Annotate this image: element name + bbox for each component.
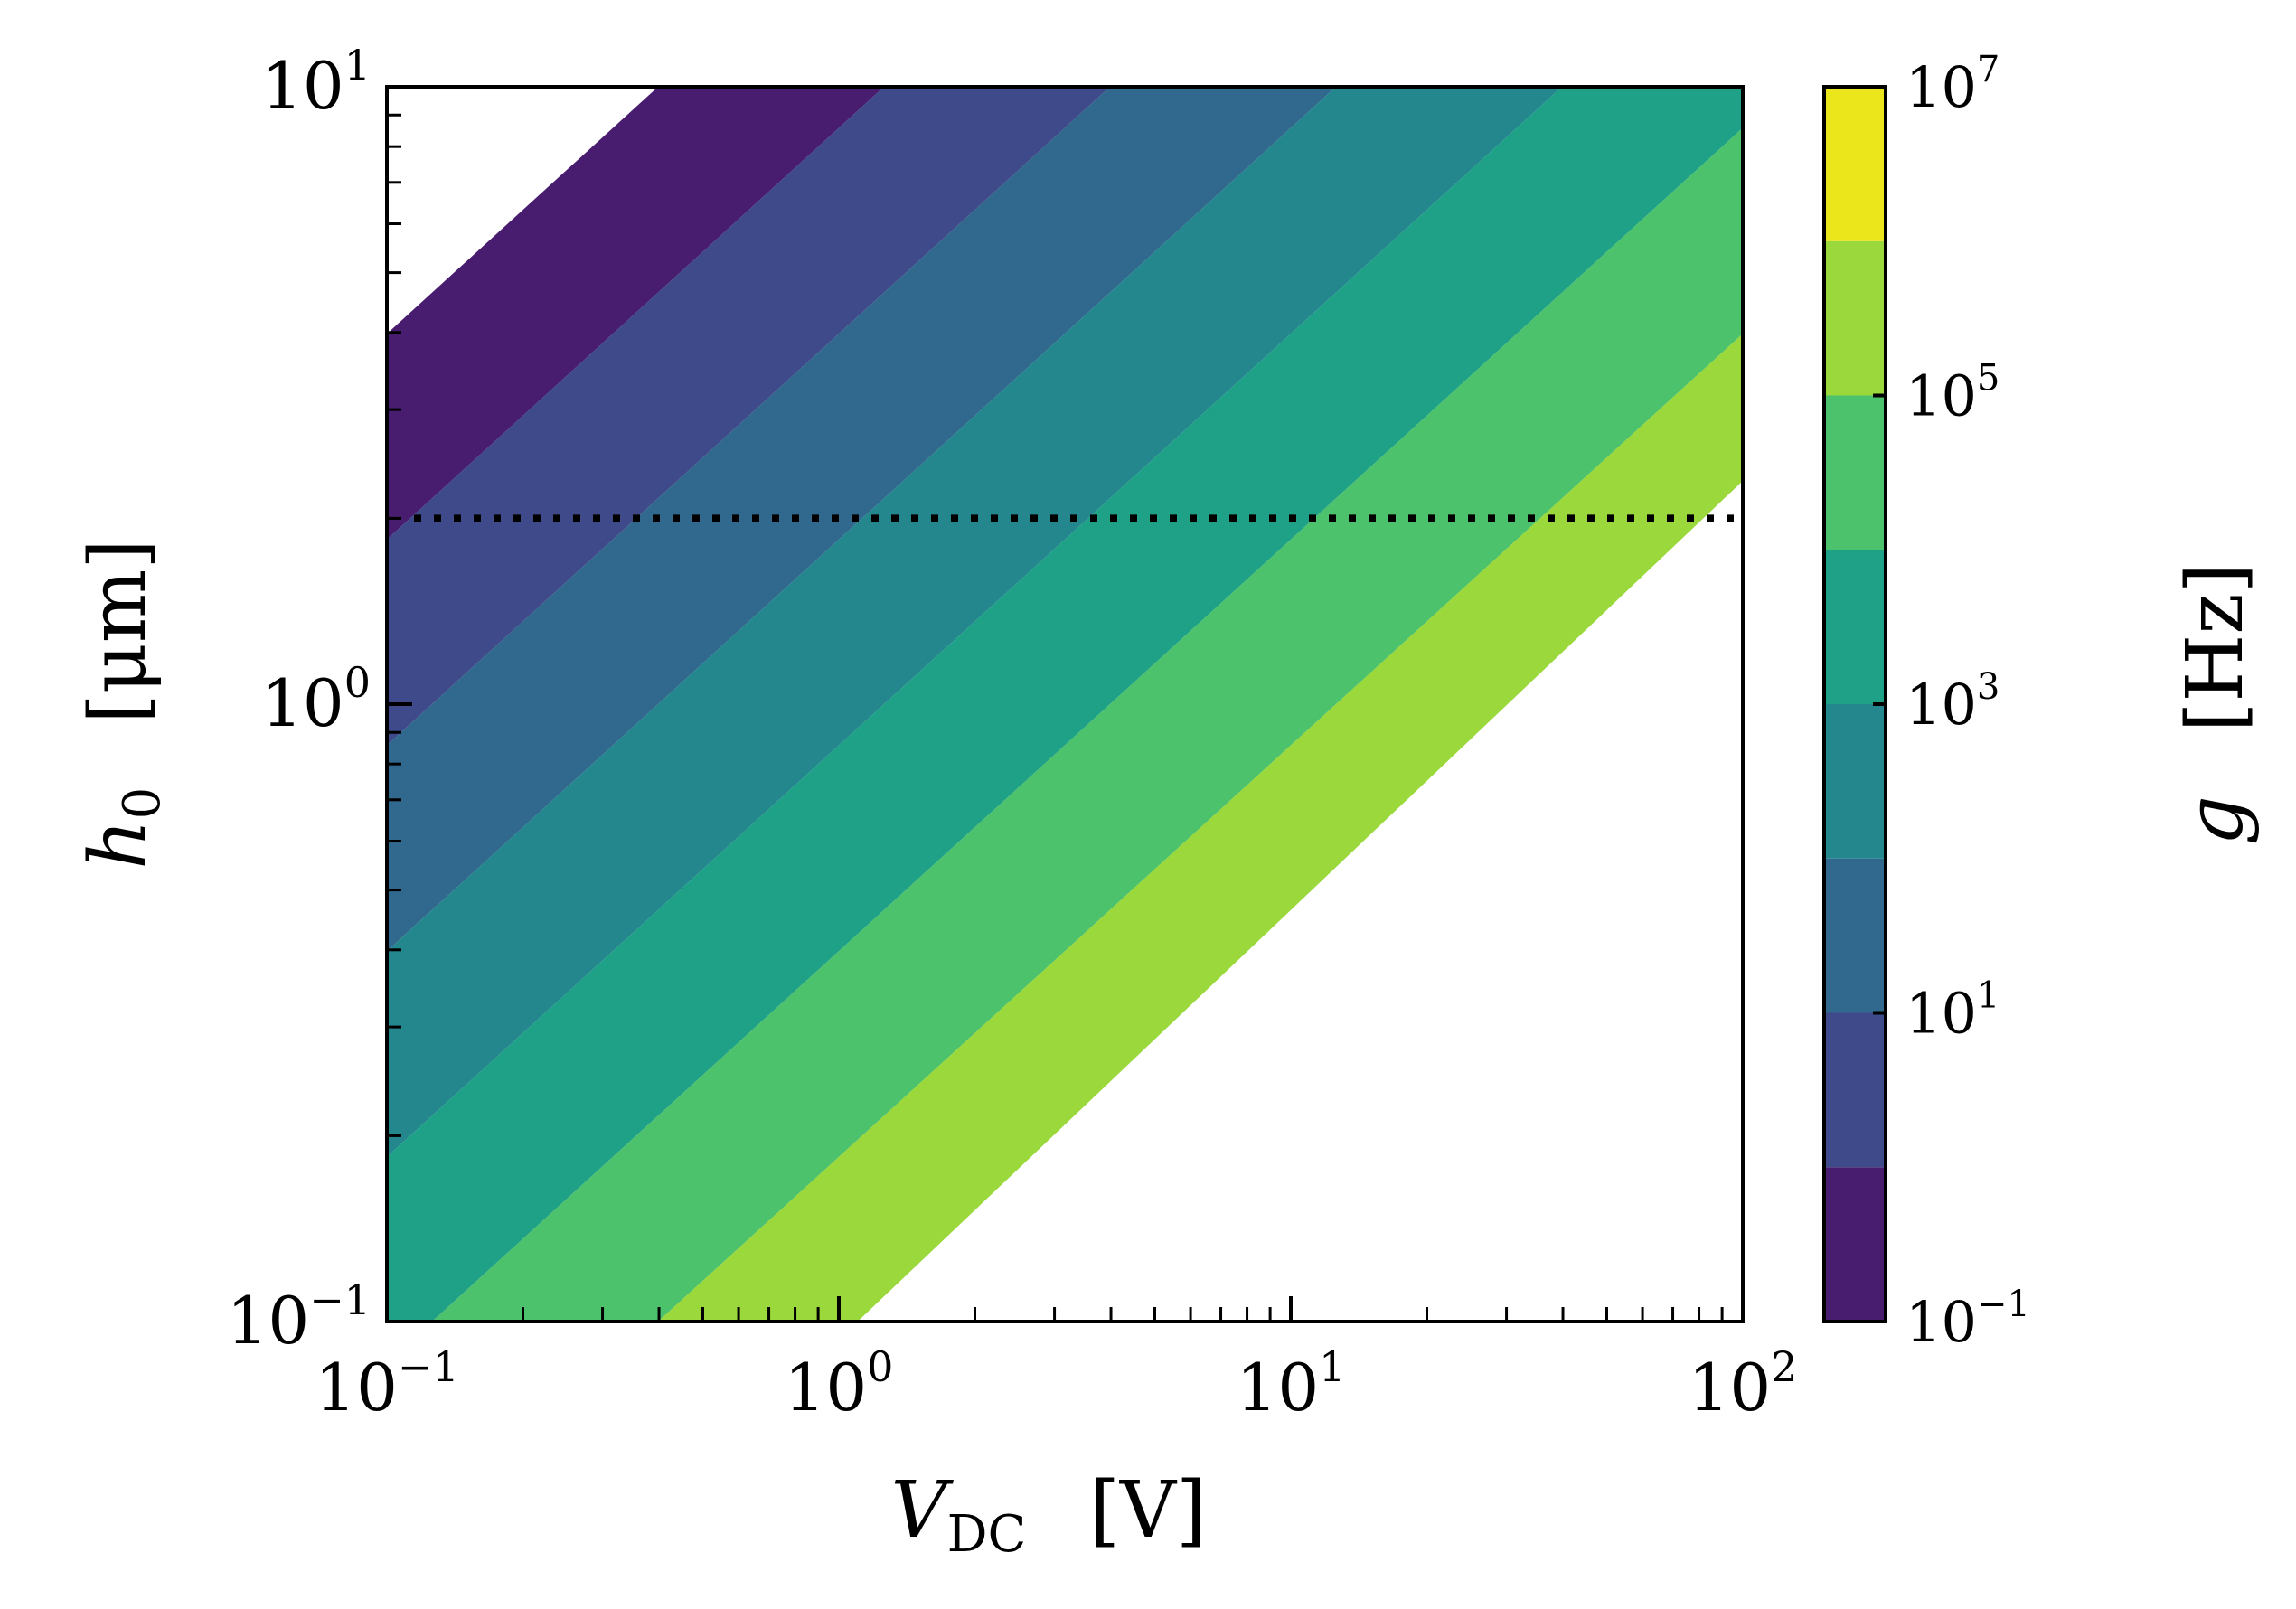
colorbar: 10−1 101 103 105 107 [1822, 49, 2030, 1355]
x-ticks: 10−1 100 101 102 [315, 1296, 1797, 1426]
y-tick-label: 100 [261, 658, 371, 741]
contour-bands [387, 87, 1743, 1322]
colorbar-tick-label: 10−1 [1905, 1284, 2030, 1355]
colorbar-tick-label: 107 [1905, 49, 2000, 120]
contour-band-4 [387, 87, 1743, 1322]
colorbar-band-3 [1824, 704, 1886, 859]
colorbar-band-0 [1824, 1167, 1886, 1322]
colorbar-bands [1824, 87, 1886, 1322]
colorbar-tick-label: 105 [1905, 358, 2000, 429]
colorbar-band-1 [1824, 1012, 1886, 1168]
colorbar-band-4 [1824, 550, 1886, 704]
colorbar-tick-label: 101 [1905, 975, 2000, 1047]
colorbar-band-7 [1824, 87, 1886, 241]
colorbar-band-5 [1824, 395, 1886, 550]
x-tick-label: 101 [1237, 1342, 1346, 1426]
y-tick-label: 10−1 [227, 1275, 371, 1359]
invalid-region [857, 480, 1743, 1322]
colorbar-band-2 [1824, 858, 1886, 1013]
contour-plot-area: 10−1 100 101 102 10−1 100 101 [227, 41, 1798, 1426]
y-axis-label: h0[μm] [73, 539, 172, 870]
colorbar-tick-label: 103 [1905, 666, 2000, 738]
colorbar-band-6 [1824, 240, 1886, 396]
contour-band-6 [658, 334, 1743, 1322]
y-ticks: 10−1 100 101 [227, 41, 412, 1359]
colorbar-label: g[Hz] [2170, 563, 2261, 845]
x-tick-label: 100 [785, 1342, 894, 1426]
x-axis-label: VDC [V] [890, 1465, 1206, 1564]
y-tick-label: 101 [261, 41, 371, 124]
x-tick-label: 102 [1689, 1342, 1798, 1426]
contour-band-5 [432, 127, 1743, 1322]
x-tick-label: 10−1 [315, 1342, 458, 1426]
colorbar-ticks: 10−1 101 103 105 107 [1873, 49, 2030, 1355]
